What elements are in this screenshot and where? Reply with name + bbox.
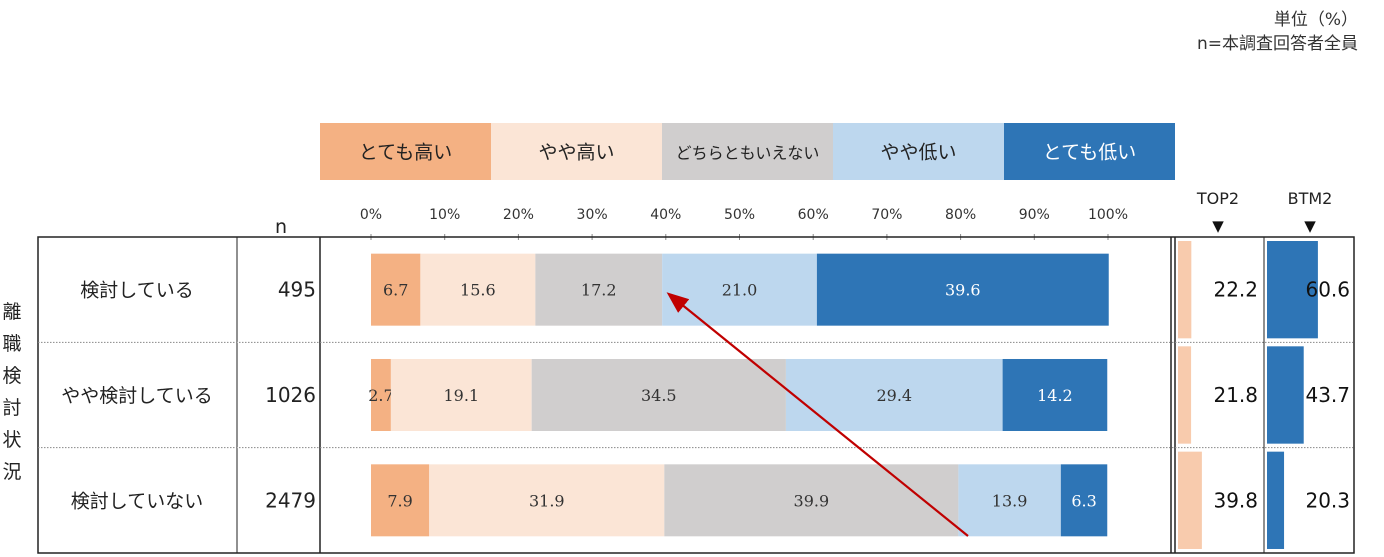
top2-header: TOP2 — [1196, 189, 1239, 208]
data-label: 39.9 — [794, 491, 830, 510]
btm2-marker: ▼ — [1304, 217, 1316, 235]
row-label: 検討していない — [71, 490, 203, 512]
bar-segment — [958, 464, 1061, 537]
data-label: 21.0 — [722, 281, 758, 300]
data-label: 6.7 — [383, 281, 408, 300]
x-tick-label: 70% — [871, 207, 902, 223]
btm2-value: 60.6 — [1305, 278, 1350, 302]
top2-bar — [1178, 241, 1192, 339]
top2-value: 22.2 — [1213, 278, 1258, 302]
btm2-value: 43.7 — [1305, 383, 1350, 407]
legend-label-2: やや高い — [538, 142, 614, 164]
btm2-bar — [1267, 451, 1285, 549]
n-header: n — [275, 216, 287, 238]
legend-swatch-4 — [833, 123, 1004, 180]
unit-label: 単位（%） — [1273, 10, 1358, 30]
legend-swatch-3 — [662, 123, 833, 180]
data-label: 31.9 — [529, 491, 565, 510]
row-group-label-char: 討 — [2, 397, 21, 419]
btm2-bar — [1267, 241, 1318, 339]
x-tick-label: 10% — [429, 207, 460, 223]
x-tick-label: 40% — [650, 207, 681, 223]
row-group-label-char: 況 — [2, 461, 21, 483]
top2-value: 39.8 — [1213, 488, 1258, 512]
row-n: 2479 — [265, 488, 316, 512]
x-tick-label: 60% — [798, 207, 829, 223]
annotation-arrow — [666, 292, 969, 537]
bar-segment — [429, 464, 665, 537]
x-tick-label: 100% — [1088, 207, 1128, 223]
data-label: 34.5 — [641, 386, 677, 405]
top2-bar — [1178, 451, 1202, 549]
data-label: 15.6 — [460, 281, 496, 300]
bar-segment — [662, 253, 817, 326]
data-label: 7.9 — [387, 491, 412, 510]
data-label: 14.2 — [1037, 386, 1073, 405]
data-label: 39.6 — [945, 281, 981, 300]
row-n: 495 — [278, 278, 316, 302]
row-label: 検討している — [80, 280, 193, 302]
x-tick-label: 50% — [724, 207, 755, 223]
legend-swatch-2 — [491, 123, 662, 180]
legend-label-4: やや低い — [880, 142, 956, 164]
x-tick-label: 20% — [503, 207, 534, 223]
data-label: 19.1 — [443, 386, 479, 405]
x-tick-label: 80% — [945, 207, 976, 223]
bar-segment — [531, 358, 786, 431]
btm2-header: BTM2 — [1288, 189, 1333, 208]
legend-swatch-1 — [320, 123, 491, 180]
row-group-label-char: 離 — [2, 301, 21, 323]
legend-label-1: とても高い — [359, 142, 452, 164]
bar-segment — [1060, 464, 1108, 537]
bar-segment — [816, 253, 1109, 326]
row-label: やや検討している — [61, 385, 212, 407]
x-tick-label: 0% — [360, 207, 382, 223]
row-group-label-char: 検 — [2, 365, 21, 387]
bar-segment — [390, 358, 532, 431]
x-tick-label: 30% — [577, 207, 608, 223]
legend-swatch-5 — [1004, 123, 1175, 180]
bar-segment — [371, 253, 421, 326]
x-tick-label: 90% — [1019, 207, 1050, 223]
row-n: 1026 — [265, 383, 316, 407]
bar-segment — [664, 464, 959, 537]
btm2-value: 20.3 — [1305, 488, 1350, 512]
unit-note: 単位（%） n=本調査回答者全員 — [1197, 8, 1358, 56]
data-label: 2.7 — [368, 386, 393, 405]
bar-segment — [535, 253, 663, 326]
bar-segment — [371, 464, 430, 537]
row-group-label-char: 職 — [2, 333, 21, 355]
legend-label-3: どちらともいえない — [676, 144, 820, 163]
base-label: n=本調査回答者全員 — [1196, 34, 1358, 54]
bar-segment — [371, 358, 391, 431]
data-label: 6.3 — [1071, 491, 1096, 510]
top2-value: 21.8 — [1213, 383, 1258, 407]
btm2-bar — [1267, 346, 1304, 444]
row-group-label-char: 状 — [2, 429, 21, 451]
top2-marker: ▼ — [1212, 217, 1224, 235]
bar-segment — [1002, 358, 1108, 431]
data-label: 13.9 — [992, 491, 1028, 510]
data-label: 17.2 — [581, 281, 617, 300]
legend-label-5: とても低い — [1043, 142, 1136, 164]
table-frame — [37, 236, 1355, 554]
top2-bar — [1178, 346, 1192, 444]
bar-segment — [420, 253, 536, 326]
data-label: 29.4 — [876, 386, 912, 405]
